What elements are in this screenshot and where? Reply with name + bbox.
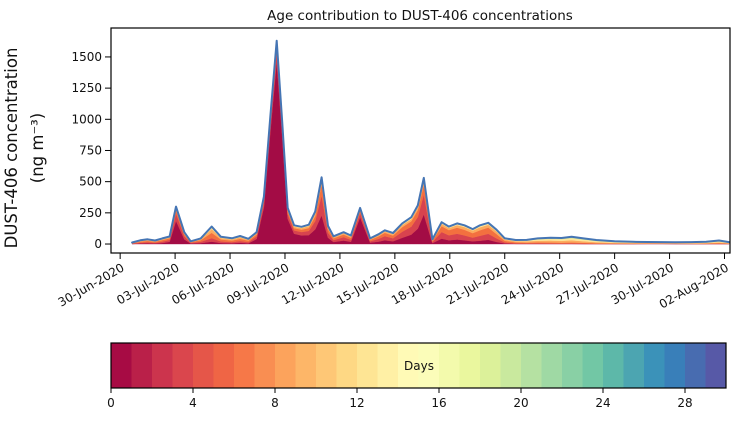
colorbar-cell [521,343,542,388]
colorbar-tick-label: 20 [513,396,528,410]
colorbar-tick-label: 12 [349,396,364,410]
colorbar-cell [685,343,706,388]
colorbar-cell [193,343,214,388]
area-layer-5-8-days [131,45,730,245]
area-layer-24-30-days [131,40,730,243]
colorbar-cell [357,343,378,388]
colorbar: 0 4 8 12 16 20 24 28 [107,342,727,410]
y-axis-ticks: 0 250 500 750 1000 1250 1500 [71,50,111,251]
x-axis-ticks: 30-Jun-202003-Jul-202006-Jul-202009-Jul-… [56,253,731,311]
area-layer-0-2-days [131,61,730,245]
colorbar-cell [336,343,358,388]
colorbar-cell [664,343,686,388]
colorbar-cell [541,343,563,388]
colorbar-cell [152,343,173,388]
colorbar-cell [398,343,419,388]
colorbar-frame [110,342,727,389]
colorbar-cell [172,343,194,388]
colorbar-cell [316,343,337,388]
stacked-areas [131,39,731,245]
area-layer-17-24-days [131,41,730,243]
colorbar-cell [500,343,522,388]
colorbar-cell [131,343,153,388]
colorbar-cell [705,343,726,388]
y-tick-label: 1500 [71,50,102,64]
colorbar-tick-label: 28 [677,396,692,410]
y-tick-label: 1250 [71,81,102,95]
colorbar-cell [418,343,440,388]
colorbar-tick-label: 0 [107,396,115,410]
y-tick-label: 1000 [71,112,102,126]
colorbar-cell [213,343,235,388]
colorbar-cell [603,343,624,388]
colorbar-cell [234,343,255,388]
colorbar-cell [623,343,645,388]
colorbar-tick-label: 16 [431,396,446,410]
colorbar-cell [254,343,276,388]
y-tick-label: 500 [79,175,102,189]
colorbar-cell [439,343,460,388]
colorbar-cell [377,343,399,388]
y-tick-label: 750 [79,143,102,157]
colorbar-cell [295,343,317,388]
colorbar-tick-label: 8 [271,396,279,410]
chart-title: Age contribution to DUST-406 concentrati… [267,8,573,24]
colorbar-cell [459,343,481,388]
area-layer-12-17-days [131,41,730,244]
x-tick-label: 30-Jun-2020 [56,260,127,309]
colorbar-tick-label: 24 [595,396,610,410]
plot-frame [110,27,731,254]
y-tick-label: 250 [79,206,102,220]
area-layer-2-5-days [131,50,730,245]
area-layer-8-12-days [131,43,730,244]
colorbar-cell [582,343,604,388]
colorbar-cell [562,343,583,388]
colorbar-cell [275,343,296,388]
colorbar-cell [111,343,132,388]
colorbar-cell [480,343,501,388]
y-tick-label: 0 [94,237,102,251]
total-concentration-line [131,39,731,244]
colorbar-tick-label: 4 [189,396,197,410]
colorbar-label: Days [404,359,434,373]
colorbar-cell [644,343,665,388]
y-axis-label-line2: (ng m⁻³) [28,113,47,183]
y-axis-label-line1: DUST-406 concentration [2,48,21,249]
